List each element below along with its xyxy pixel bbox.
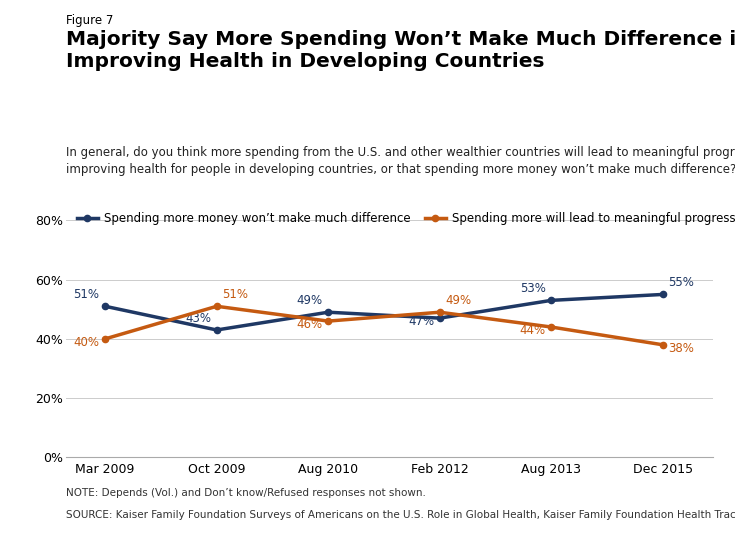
Text: 49%: 49% (296, 294, 323, 307)
Text: 49%: 49% (445, 294, 471, 307)
Text: NOTE: Depends (Vol.) and Don’t know/Refused responses not shown.: NOTE: Depends (Vol.) and Don’t know/Refu… (66, 488, 426, 498)
Text: 51%: 51% (74, 288, 100, 301)
Text: 38%: 38% (668, 342, 695, 355)
Legend: Spending more money won’t make much difference, Spending more will lead to meani: Spending more money won’t make much diff… (72, 207, 735, 229)
Text: 55%: 55% (668, 276, 695, 289)
Text: In general, do you think more spending from the U.S. and other wealthier countri: In general, do you think more spending f… (66, 146, 735, 176)
Text: SOURCE: Kaiser Family Foundation Surveys of Americans on the U.S. Role in Global: SOURCE: Kaiser Family Foundation Surveys… (66, 510, 735, 520)
Text: 40%: 40% (74, 336, 100, 349)
Text: Figure 7: Figure 7 (66, 14, 113, 27)
Text: THE HENRY J.: THE HENRY J. (626, 498, 667, 503)
Text: 53%: 53% (520, 282, 545, 295)
Text: FOUNDATION: FOUNDATION (622, 534, 672, 543)
Text: 46%: 46% (296, 318, 323, 332)
Text: KAISER: KAISER (621, 507, 673, 521)
Text: 51%: 51% (222, 288, 248, 301)
Text: FAMILY: FAMILY (623, 520, 671, 533)
Text: Majority Say More Spending Won’t Make Much Difference in
Improving Health in Dev: Majority Say More Spending Won’t Make Mu… (66, 30, 735, 71)
Text: 44%: 44% (520, 325, 545, 337)
Text: 43%: 43% (185, 312, 211, 325)
Text: 47%: 47% (408, 316, 434, 328)
